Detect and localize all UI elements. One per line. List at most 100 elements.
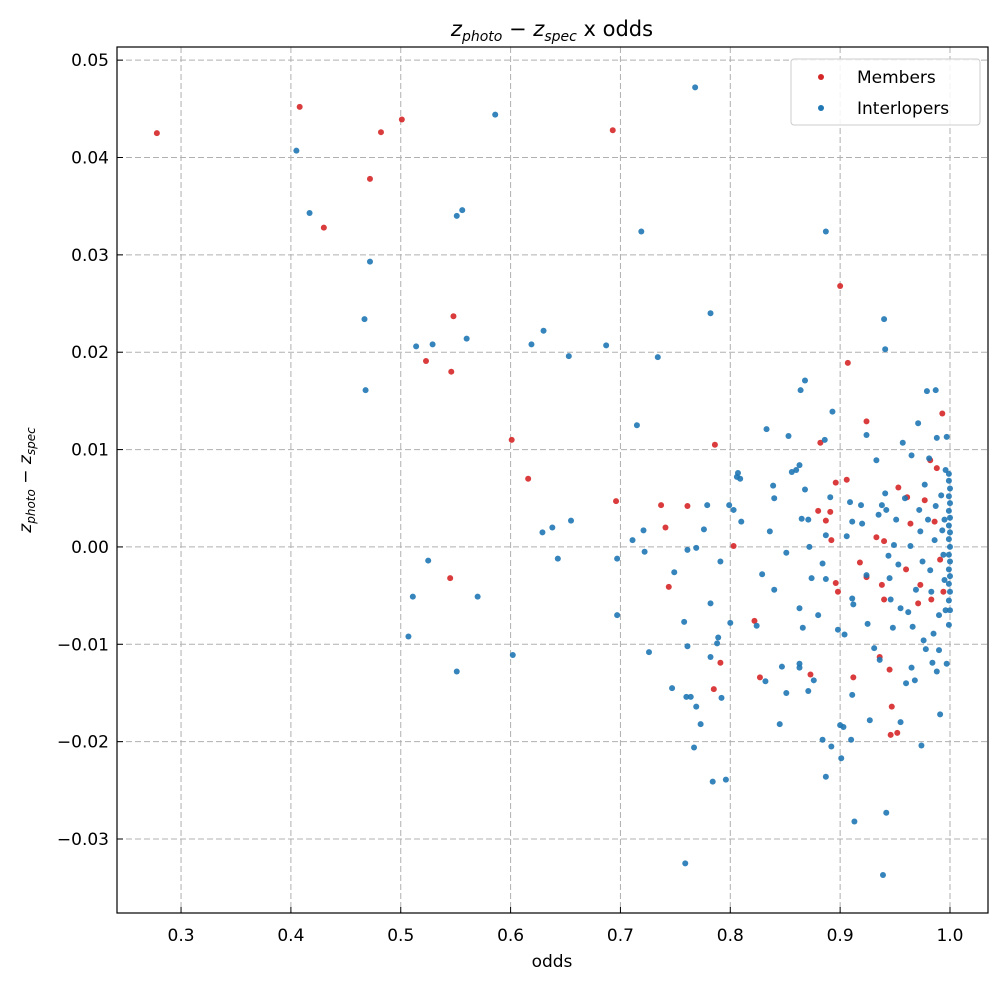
x-tick-label: 0.4 [277,926,304,946]
interlopers-point [641,548,648,555]
interlopers-point [822,228,829,235]
interlopers-point [933,434,940,441]
interlopers-point [565,353,572,360]
interlopers-point [528,341,535,348]
interlopers-point [771,586,778,593]
members-point [878,581,885,588]
members-point [887,731,894,738]
interlopers-point [882,490,889,497]
interlopers-point [726,502,733,509]
members-point [815,507,822,514]
interlopers-point [863,572,870,579]
interlopers-point [945,551,952,558]
members-point [665,583,672,590]
data-points [153,84,953,879]
interlopers-point [885,552,892,559]
members-point [423,357,430,364]
interlopers-point [920,637,927,644]
interlopers-point [901,495,908,502]
interlopers-point [693,703,700,710]
interlopers-point [815,612,822,619]
interlopers-point [889,624,896,631]
interlopers-point [925,516,932,523]
interlopers-point [718,694,725,701]
x-tick-label: 0.3 [168,926,195,946]
members-point [850,674,857,681]
interlopers-point [911,677,918,684]
legend-label-interlopers: Interlopers [857,99,949,119]
interlopers-point [821,436,828,443]
interlopers-point [682,860,689,867]
members-point [508,436,515,443]
interlopers-point [849,595,856,602]
interlopers-point [945,522,952,529]
interlopers-point [945,470,952,477]
interlopers-point [918,742,925,749]
x-tick-label: 0.5 [387,926,414,946]
interlopers-point [864,620,871,627]
interlopers-point [785,432,792,439]
legend-box [790,58,981,126]
y-axis-label: zphoto − zspec [16,427,38,534]
y-tick-label: 0.05 [71,51,109,71]
interlopers-point [687,693,694,700]
interlopers-point [946,543,953,550]
members-point [837,283,844,290]
interlopers-point [917,528,924,535]
members-point [609,127,616,134]
interlopers-point [849,518,856,525]
interlopers-point [366,258,373,265]
interlopers-point [890,541,897,548]
interlopers-point [796,605,803,612]
interlopers-point [938,492,945,499]
interlopers-point [899,439,906,446]
members-point [377,129,384,136]
members-point [658,502,665,509]
interlopers-point [875,511,882,518]
members-point [931,518,938,525]
interlopers-point [893,516,900,523]
interlopers-point [778,663,785,670]
interlopers-point [907,542,914,549]
interlopers-point [848,736,855,743]
interlopers-point [796,664,803,671]
interlopers-point [799,624,806,631]
interlopers-point [603,342,610,349]
interlopers-point [453,668,460,675]
interlopers-point [926,455,933,462]
members-point [881,538,888,545]
interlopers-point [805,688,812,695]
interlopers-point [946,558,953,565]
members-point [730,542,737,549]
interlopers-point [293,147,300,154]
members-point [903,566,910,573]
members-point [933,465,940,472]
interlopers-point [929,659,936,666]
members-point [928,596,935,603]
interlopers-point [492,111,499,118]
members-point [886,666,893,673]
interlopers-point [822,773,829,780]
members-point [828,537,835,544]
interlopers-point [633,422,640,429]
interlopers-point [707,310,714,317]
members-point [856,559,863,566]
interlopers-point [873,457,880,464]
interlopers-point [883,506,890,513]
interlopers-point [928,588,935,595]
interlopers-point [801,486,808,493]
interlopers-point [459,207,466,214]
interlopers-point [763,426,770,433]
interlopers-point [828,743,835,750]
interlopers-point [614,555,621,562]
interlopers-point [858,502,865,509]
members-point [751,617,758,624]
interlopers-point [897,719,904,726]
interlopers-point [684,643,691,650]
members-point [613,498,620,505]
interlopers-point [766,528,773,535]
interlopers-point [798,515,805,522]
interlopers-point [946,529,953,536]
members-point [921,497,928,504]
